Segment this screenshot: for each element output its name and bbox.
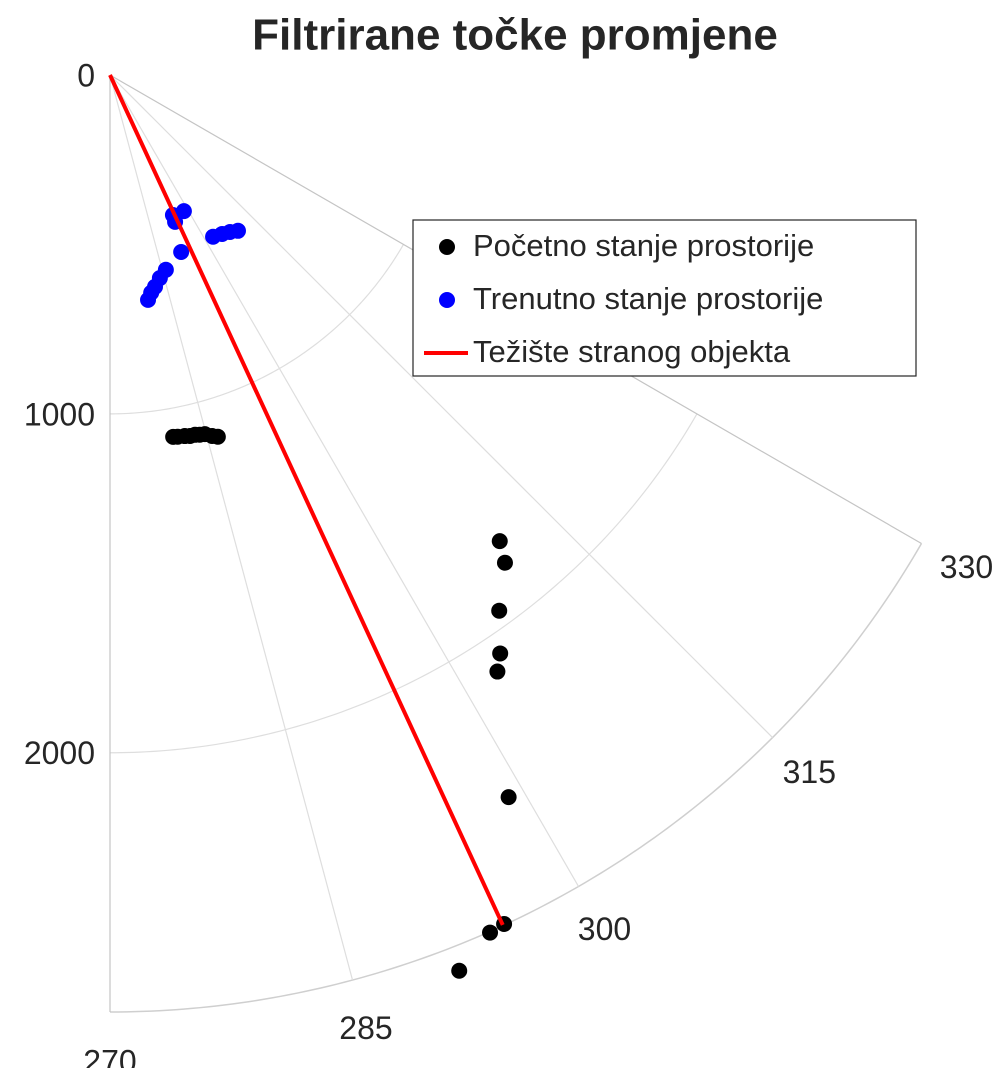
legend-label: Težište stranog objekta xyxy=(473,334,791,369)
r-tick-label: 1000 xyxy=(24,396,95,432)
point xyxy=(491,602,508,619)
point xyxy=(482,924,499,941)
theta-tick-label: 285 xyxy=(339,1010,392,1046)
legend-label: Trenutno stanje prostorije xyxy=(473,281,823,316)
legend: Početno stanje prostorije Trenutno stanje… xyxy=(412,219,917,377)
spoke xyxy=(109,74,354,981)
legend-box xyxy=(412,219,917,377)
centroid-line xyxy=(108,74,505,926)
legend-marker xyxy=(439,292,455,308)
point xyxy=(229,222,246,239)
spoke xyxy=(109,74,773,738)
r-tick-label: 0 xyxy=(77,57,95,93)
point xyxy=(492,645,509,662)
theta-tick-label: 270 xyxy=(83,1043,136,1068)
point xyxy=(500,789,517,806)
point xyxy=(140,291,157,308)
outer-arc xyxy=(109,543,923,1013)
point xyxy=(491,533,508,550)
theta-tick-label: 330 xyxy=(940,549,993,585)
point xyxy=(173,244,190,261)
legend-label: Početno stanje prostorije xyxy=(473,228,814,263)
r-tick-label: 2000 xyxy=(24,735,95,771)
point xyxy=(489,663,506,680)
chart-title: Filtrirane točke promjene xyxy=(252,11,778,60)
point xyxy=(209,428,226,445)
point xyxy=(451,962,468,979)
legend-marker xyxy=(439,239,455,255)
point xyxy=(496,554,513,571)
spoke xyxy=(109,74,580,887)
theta-tick-label: 315 xyxy=(783,754,836,790)
theta-tick-label: 300 xyxy=(578,911,631,947)
